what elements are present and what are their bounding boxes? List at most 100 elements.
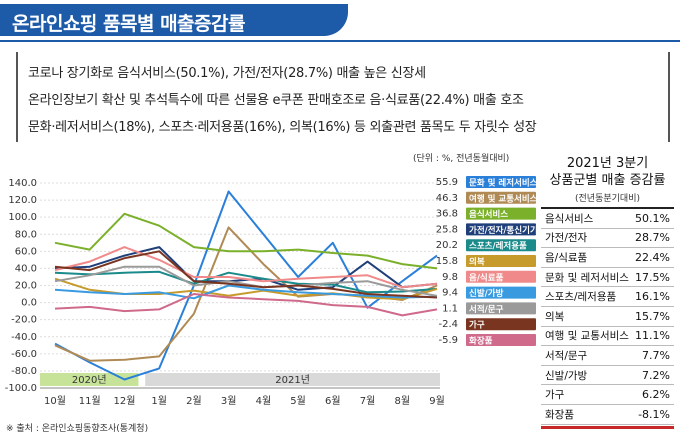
y-tick-label: -80.0 [11,366,37,377]
summary-line-1: 코로나 장기화로 음식서비스(50.1%), 가전/전자(28.7%) 매출 높… [28,66,426,81]
right-tick-label: 25.8 [436,224,458,235]
y-tick-label: 0.0 [21,298,37,309]
table-row: 서적/문구 7.7% [541,346,674,366]
table-row-label: 화장품 [545,408,574,421]
y-tick-label: 100.0 [8,212,37,223]
series-line [54,270,438,294]
table-row: 음/식료품 22.4% [541,248,674,268]
table-row-value: 15.7% [635,309,670,323]
table-row-value: 28.7% [635,231,670,245]
table-row: 화장품 -8.1% [541,405,674,425]
legend-swatch [466,255,536,267]
legend-label: 의복 [469,257,485,268]
table-row-value: 7.7% [642,348,670,362]
x-tick-label: 2월 [186,395,202,407]
table-row-value: 16.1% [635,290,670,304]
y-tick-label: 20.0 [15,281,37,292]
legend-swatch [466,302,536,315]
right-tick-label: 1.1 [442,303,458,314]
table-row: 음식서비스 50.1% [541,209,674,229]
right-tick-label: 20.2 [436,240,458,251]
legend-label: 서적/문구 [469,304,504,315]
series-line [54,212,438,270]
legend-swatch [466,270,536,283]
table-row-value: 7.2% [642,368,670,382]
summary-line-2: 온라인장보기 확산 및 추석특수에 따른 선물용 e쿠폰 판매호조로 음·식료품… [28,93,524,108]
legend-label: 가전/전자/통신기기 [469,225,538,236]
table-row-value: 6.2% [642,388,670,402]
table-row-label: 여행 및 교통서비스 [545,330,629,343]
right-tick-label: 46.3 [436,193,458,204]
table-row: 가구 6.2% [541,385,674,405]
legend-swatch [466,191,536,204]
x-tick-label: 8월 [394,395,410,407]
table-title-line1: 2021년 3분기 [566,156,649,171]
y-tick-label: 120.0 [8,195,37,206]
table-row-label: 가구 [545,389,565,402]
right-tick-label: 9.8 [442,272,458,283]
series-line [54,190,438,381]
x-tick-label: 7월 [360,395,376,407]
table-row-label: 스포츠/레저용품 [545,291,617,304]
legend-label: 음식서비스 [469,209,508,220]
table-row: 의복 15.7% [541,307,674,327]
table-row-label: 서적/문구 [545,349,588,362]
line-chart: 140.0 120.0 100.0 80.0 60.0 40.0 20.0 0.0 -20.0 -… [5,176,538,407]
x-tick-label: 1월 [151,395,167,407]
series-line [54,293,438,317]
table-row: 문화 및 레저서비스 17.5% [541,268,674,288]
x-tick-label: 10월 [44,395,66,407]
table-row-value: -8.1% [638,407,670,421]
legend-swatch [466,239,536,252]
legend-swatch [466,223,536,236]
table-row-label: 신발/가방 [545,369,588,382]
source-note: ※ 출처 : 온라인쇼핑동향조사(통계청) [6,424,149,434]
table-subtitle: (전년동분기대비) [575,194,640,204]
y-tick-label: 80.0 [15,229,37,240]
table-row: 스포츠/레저용품 16.1% [541,287,674,307]
legend-swatch [466,207,536,220]
year-label: 2021년 [275,374,310,386]
series-line [54,250,438,299]
header-divider [0,40,680,42]
right-tick-label: 36.8 [436,209,458,220]
page-title: 온라인쇼핑 품목별 매출증감률 [12,13,245,35]
summary-table: 2021년 3분기 상품군별 매출 증감률 (전년동분기대비) 음식서비스 50.… [541,155,674,429]
series-line [54,265,438,297]
legend-swatch [466,176,536,188]
table-row-label: 가전/전자 [545,232,588,245]
x-tick-label: 4월 [256,395,272,407]
legend-label: 가구 [469,320,485,331]
header: 온라인쇼핑 품목별 매출증감률 [0,0,360,36]
table-row: 여행 및 교통서비스 11.1% [541,327,674,347]
x-tick-label: 3월 [221,395,237,407]
right-tick-label: -5.9 [438,335,458,346]
year-band [40,373,139,386]
legend-label: 신발/가방 [469,288,504,299]
summary-box: 코로나 장기화로 음식서비스(50.1%), 가전/전자(28.7%) 매출 높… [16,52,670,142]
y-tick-label: -60.0 [11,349,37,360]
x-tick-label: 6월 [325,395,341,407]
y-tick-label: 60.0 [15,246,37,257]
legend-swatch [466,334,536,346]
year-band [145,373,440,386]
x-tick-label: 9월 [429,395,445,407]
legend-swatch [466,318,536,331]
series-line [54,246,438,289]
table-row-value: 17.5% [635,270,670,284]
table-top-rule [541,207,674,209]
table-row-label: 음/식료품 [545,251,588,264]
table-row: 가전/전자 28.7% [541,229,674,249]
x-tick-label: 12월 [113,395,135,407]
table-row-value: 11.1% [635,329,670,343]
legend-label: 음/식료품 [469,272,504,283]
y-tick-label: 140.0 [8,178,37,189]
header-band [0,4,348,36]
unit-note: (단위 : %, 전년동월대비) [413,154,510,164]
y-tick-label: 40.0 [15,263,37,274]
x-tick-label: 11월 [79,395,101,407]
summary-line-3: 문화·레저서비스(18%), 스포츠·레저용품(16%), 의복(16%) 등 … [28,120,537,135]
x-tick-label: 5월 [290,395,306,407]
legend-swatch [466,286,536,299]
legend-label: 문화 및 레저서비스 [469,178,538,189]
